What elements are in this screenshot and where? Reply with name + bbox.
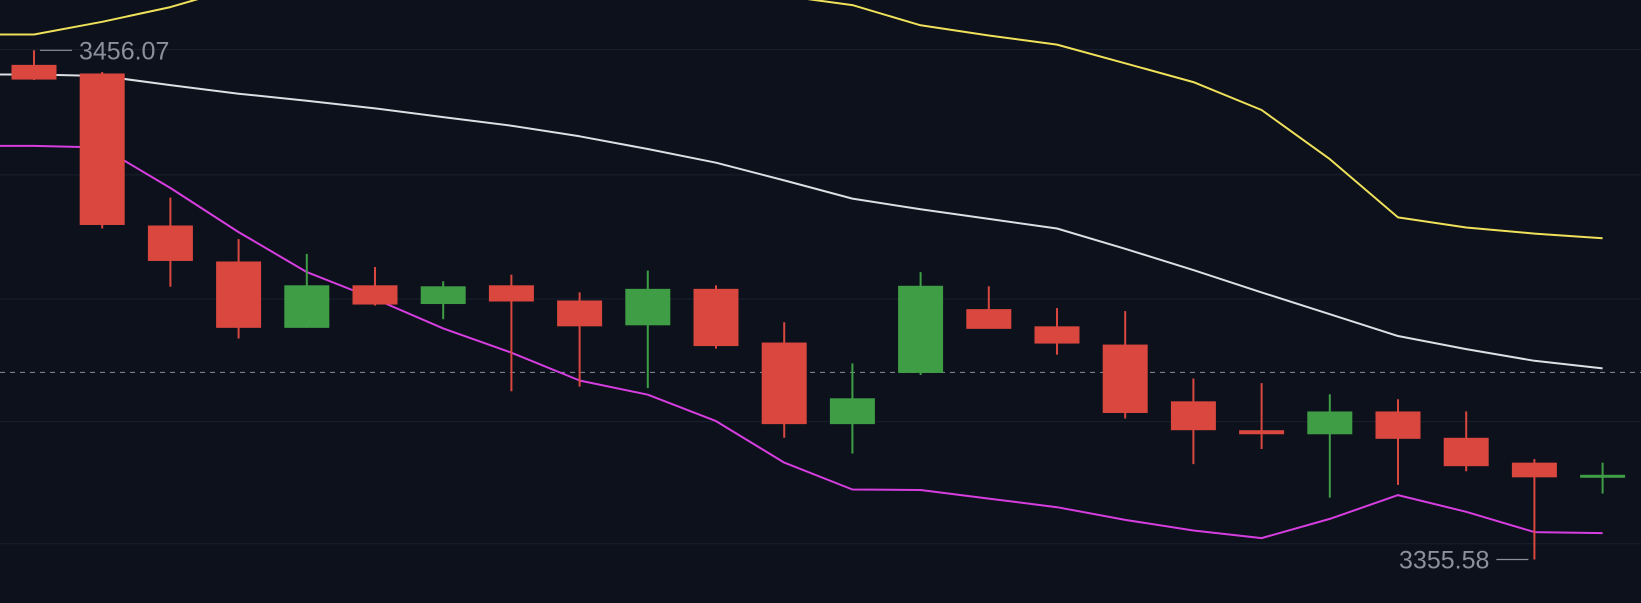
middle-band-line [0, 73, 1603, 370]
candle-body [216, 261, 262, 328]
candles[interactable] [11, 50, 1626, 560]
candle-body [147, 225, 193, 261]
candle-body [693, 288, 739, 347]
candle-body [898, 285, 944, 373]
candle[interactable] [898, 272, 944, 375]
candle-body [488, 285, 534, 302]
candle[interactable] [11, 50, 57, 81]
candle-body [761, 342, 807, 425]
candle[interactable] [420, 281, 466, 320]
candle-body [625, 288, 671, 326]
lower-band-line [0, 144, 1603, 540]
candle-body [11, 64, 57, 80]
candle[interactable] [488, 274, 534, 392]
candle[interactable] [557, 292, 603, 387]
low-price-label: 3355.58 [1399, 547, 1489, 575]
high-price-label: 3456.07 [79, 37, 169, 65]
candle[interactable] [79, 71, 125, 229]
candle[interactable] [693, 285, 739, 349]
candle[interactable] [1034, 308, 1080, 355]
upper-band-line [0, 0, 1603, 240]
candle-body [1102, 344, 1148, 413]
candle-body [284, 285, 330, 328]
candle[interactable] [1102, 311, 1148, 419]
candle-body [829, 398, 875, 425]
gridlines [0, 49, 1641, 545]
candle[interactable] [761, 322, 807, 438]
candle[interactable] [1443, 411, 1489, 472]
candle[interactable] [1511, 459, 1557, 560]
candle[interactable] [1239, 383, 1285, 449]
candle-body [420, 286, 466, 305]
candle[interactable] [1375, 399, 1421, 485]
candle[interactable] [216, 239, 262, 339]
candle-body [1034, 326, 1080, 344]
candle[interactable] [966, 286, 1012, 329]
candle-body [1375, 411, 1421, 439]
candle[interactable] [284, 253, 330, 328]
candle-body [1170, 401, 1216, 431]
candle-body [1511, 462, 1557, 478]
candle-body [352, 285, 398, 305]
price-annotations: 3456.07 3355.58 [40, 37, 1529, 575]
candle-body [1307, 411, 1353, 435]
candle[interactable] [1307, 394, 1353, 498]
candle[interactable] [829, 363, 875, 454]
candle[interactable] [352, 267, 398, 306]
bollinger-bands [0, 0, 1603, 540]
candle-body [1239, 430, 1285, 435]
candle-body [966, 309, 1012, 329]
candle[interactable] [1580, 462, 1626, 494]
candle-body [1580, 474, 1626, 478]
candle[interactable] [625, 270, 671, 389]
candle-body [557, 300, 603, 327]
candle-body [1443, 437, 1489, 467]
candle-body [79, 73, 125, 225]
candle[interactable] [1170, 378, 1216, 465]
candle[interactable] [147, 197, 193, 287]
